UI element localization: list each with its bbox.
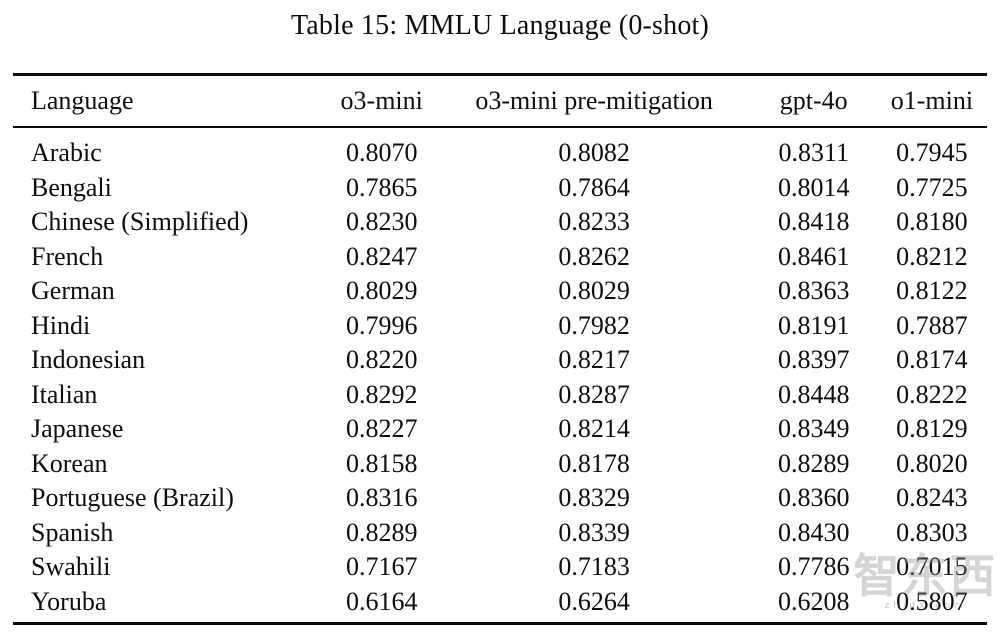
value-cell: 0.6264 — [558, 586, 630, 616]
table-row: Yoruba 0.6164 0.6264 0.6208 0.5807 — [13, 585, 987, 624]
value-cell: 0.7865 — [345, 172, 418, 202]
language-cell: Spanish — [31, 517, 114, 547]
table-row: Hindi 0.7996 0.7982 0.8191 0.7887 — [13, 309, 987, 344]
value-cell: 0.5807 — [896, 586, 968, 616]
value-cell: 0.8220 — [345, 345, 418, 375]
value-cell: 0.8129 — [896, 414, 968, 444]
table-row: Chinese (Simplified) 0.8230 0.8233 0.8418 0.… — [13, 205, 987, 240]
value-cell: 0.8397 — [777, 345, 850, 375]
language-cell: Bengali — [31, 172, 112, 202]
header-row: Language o3-mini o3-mini pre-mitigation gpt… — [13, 75, 987, 127]
language-cell: Swahili — [31, 552, 111, 582]
value-cell: 0.8430 — [777, 517, 850, 547]
value-cell: 0.8227 — [345, 414, 418, 444]
value-cell: 0.7015 — [896, 552, 968, 582]
value-cell: 0.8174 — [896, 345, 968, 375]
value-cell: 0.7996 — [345, 310, 418, 340]
value-cell: 0.8029 — [345, 276, 418, 306]
value-cell: 0.8448 — [777, 379, 850, 409]
value-cell: 0.8230 — [345, 207, 418, 237]
value-cell: 0.8289 — [345, 517, 418, 547]
language-cell: Japanese — [31, 414, 124, 444]
value-cell: 0.8122 — [896, 276, 968, 306]
value-cell: 0.8247 — [345, 241, 418, 271]
value-cell: 0.8349 — [777, 414, 850, 444]
value-cell: 0.8287 — [558, 379, 630, 409]
table-row: Japanese 0.8227 0.8214 0.8349 0.8129 — [13, 412, 987, 447]
value-cell: 0.8082 — [558, 138, 630, 168]
value-cell: 0.7982 — [558, 310, 630, 340]
value-cell: 0.8070 — [345, 138, 418, 168]
value-cell: 0.6164 — [345, 586, 418, 616]
value-cell: 0.8360 — [777, 483, 850, 513]
language-cell: Indonesian — [31, 345, 146, 375]
table-caption: Table 15: MMLU Language (0-shot) — [290, 10, 710, 41]
value-cell: 0.8339 — [558, 517, 630, 547]
language-cell: Yoruba — [31, 586, 107, 616]
table-row: Korean 0.8158 0.8178 0.8289 0.8020 — [13, 447, 987, 482]
table-row: German 0.8029 0.8029 0.8363 0.8122 — [13, 274, 987, 309]
value-cell: 0.8363 — [777, 276, 850, 306]
value-cell: 0.7183 — [558, 552, 630, 582]
value-cell: 0.8316 — [345, 483, 418, 513]
value-cell: 0.7945 — [896, 138, 968, 168]
column-header-language: Language — [31, 86, 134, 115]
value-cell: 0.8418 — [777, 207, 850, 237]
table-row: Bengali 0.7865 0.7864 0.8014 0.7725 — [13, 171, 987, 206]
column-header-o3-mini: o3-mini — [340, 86, 423, 115]
value-cell: 0.8217 — [558, 345, 630, 375]
column-header-gpt-4o: gpt-4o — [779, 86, 848, 115]
value-cell: 0.8233 — [558, 207, 630, 237]
value-cell: 0.8289 — [777, 448, 850, 478]
language-cell: Portuguese (Brazil) — [31, 483, 234, 513]
table-row: Indonesian 0.8220 0.8217 0.8397 0.8174 — [13, 343, 987, 378]
language-cell: Hindi — [31, 310, 91, 340]
table-body: Arabic 0.8070 0.8082 0.8311 0.7945 Bengali 0.7… — [13, 127, 987, 624]
table-row: Portuguese (Brazil) 0.8316 0.8329 0.8360 0.8… — [13, 481, 987, 516]
table-row: Swahili 0.7167 0.7183 0.7786 0.7015 — [13, 550, 987, 585]
column-header-o1-mini: o1-mini — [890, 86, 974, 115]
value-cell: 0.8461 — [777, 241, 850, 271]
value-cell: 0.7725 — [896, 172, 968, 202]
language-cell: Korean — [31, 448, 108, 478]
language-cell: French — [31, 241, 104, 271]
value-cell: 0.8020 — [896, 448, 968, 478]
value-cell: 0.8029 — [558, 276, 630, 306]
language-cell: Arabic — [31, 138, 102, 168]
column-header-o3-mini-pre-mitigation: o3-mini pre-mitigation — [475, 86, 713, 115]
value-cell: 0.6208 — [777, 586, 850, 616]
table-row: Arabic 0.8070 0.8082 0.8311 0.7945 — [13, 127, 987, 171]
value-cell: 0.8214 — [558, 414, 630, 444]
value-cell: 0.8303 — [896, 517, 968, 547]
value-cell: 0.8180 — [896, 207, 968, 237]
language-cell: Chinese (Simplified) — [31, 207, 249, 237]
value-cell: 0.8311 — [778, 138, 849, 168]
value-cell: 0.8262 — [558, 241, 630, 271]
value-cell: 0.8243 — [896, 483, 968, 513]
value-cell: 0.8178 — [558, 448, 630, 478]
table-row: Italian 0.8292 0.8287 0.8448 0.8222 — [13, 378, 987, 413]
value-cell: 0.8212 — [896, 241, 968, 271]
value-cell: 0.8292 — [345, 379, 418, 409]
language-cell: German — [31, 276, 115, 306]
value-cell: 0.7167 — [345, 552, 418, 582]
value-cell: 0.8329 — [558, 483, 630, 513]
value-cell: 0.8222 — [896, 379, 968, 409]
table-row: French 0.8247 0.8262 0.8461 0.8212 — [13, 240, 987, 275]
value-cell: 0.7786 — [777, 552, 850, 582]
mmlu-language-table: Language o3-mini o3-mini pre-mitigation gpt… — [13, 73, 987, 625]
value-cell: 0.8191 — [777, 310, 850, 340]
language-cell: Italian — [31, 379, 98, 409]
table-header: Language o3-mini o3-mini pre-mitigation gpt… — [13, 75, 987, 127]
value-cell: 0.7864 — [558, 172, 630, 202]
value-cell: 0.7887 — [896, 310, 968, 340]
table-row: Spanish 0.8289 0.8339 0.8430 0.8303 — [13, 516, 987, 551]
value-cell: 0.8158 — [345, 448, 418, 478]
value-cell: 0.8014 — [777, 172, 850, 202]
